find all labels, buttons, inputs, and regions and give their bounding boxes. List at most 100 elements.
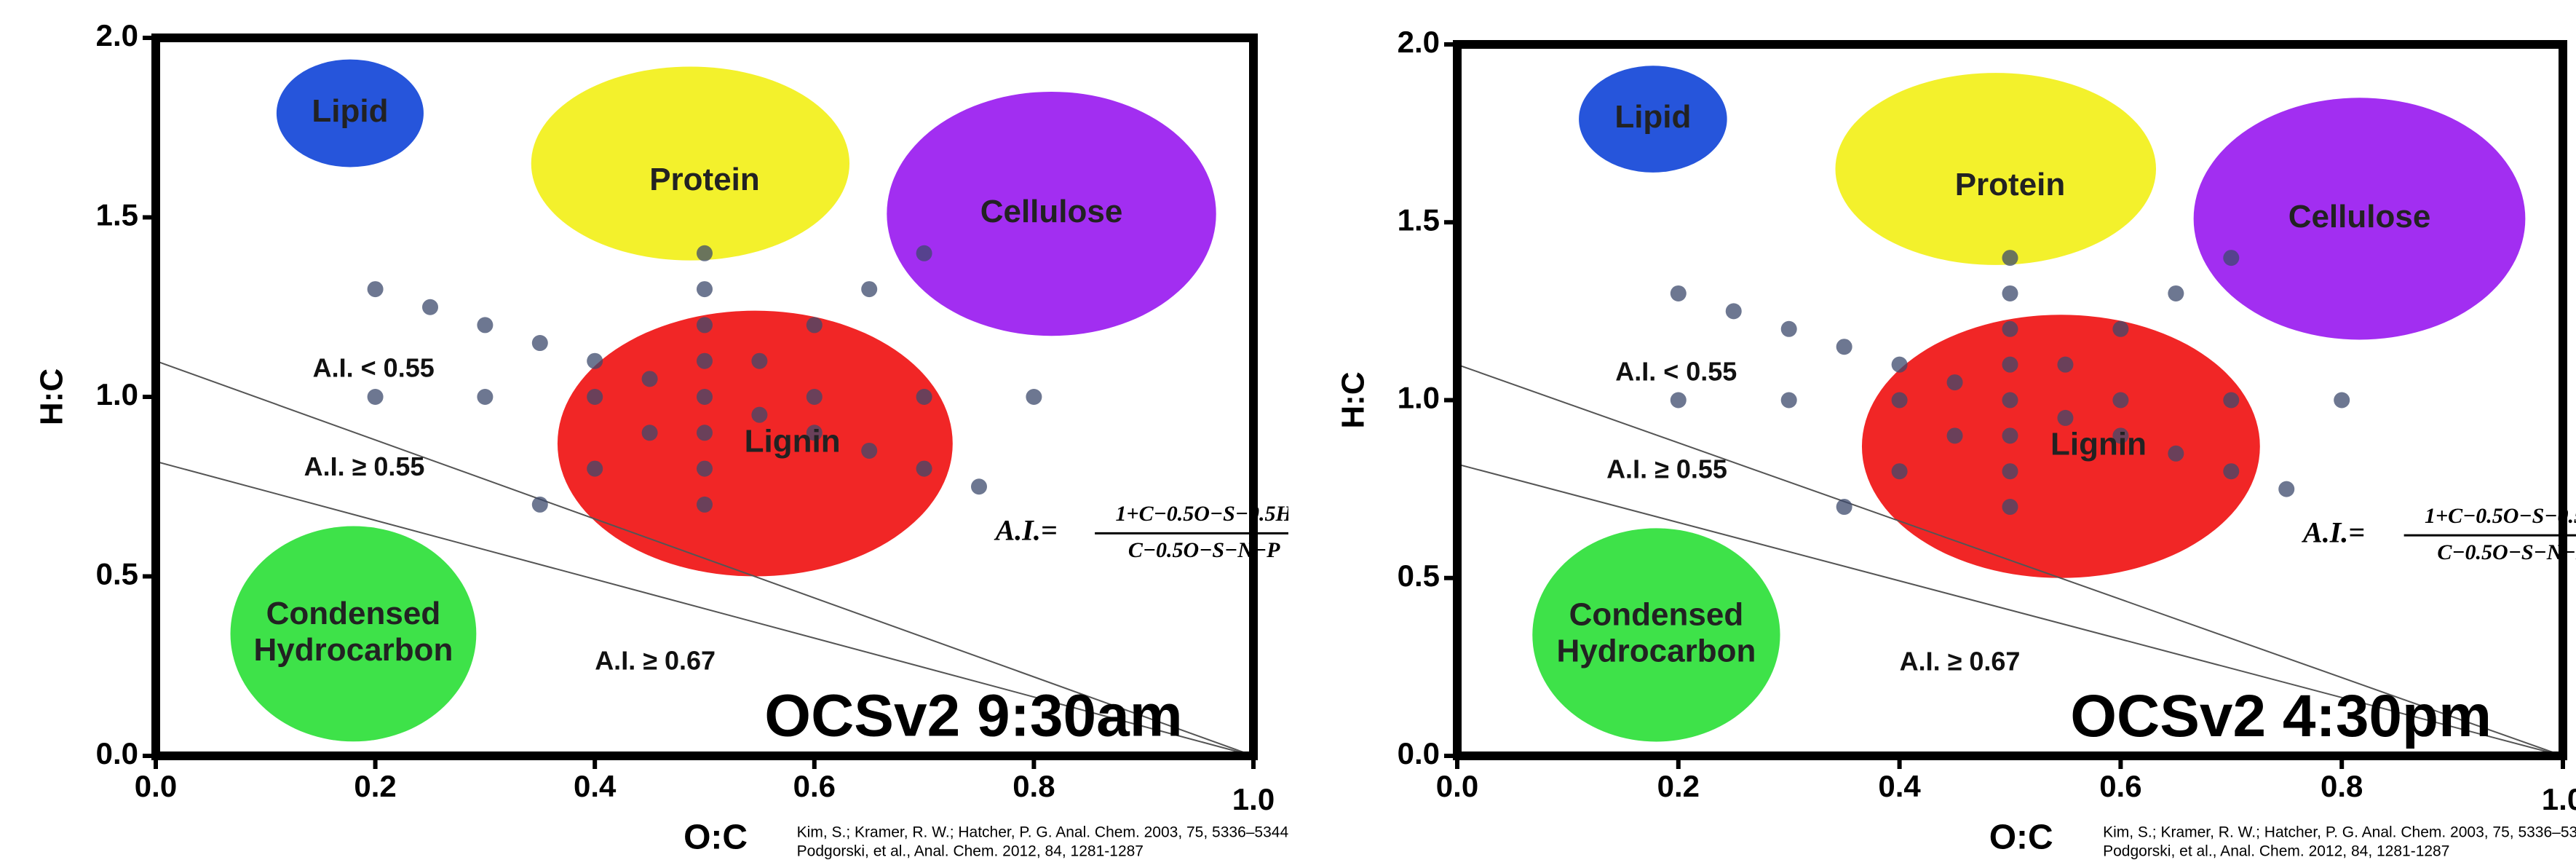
data-point bbox=[697, 245, 713, 261]
data-point bbox=[1836, 339, 1852, 355]
data-point bbox=[697, 497, 713, 513]
data-point bbox=[861, 443, 877, 459]
annotation: A.I. ≥ 0.55 bbox=[304, 451, 425, 481]
data-point bbox=[2002, 285, 2018, 301]
y-tick-label: 2.0 bbox=[1398, 25, 1440, 59]
y-axis-label: H:C bbox=[1336, 371, 1371, 428]
data-point bbox=[1781, 321, 1797, 337]
data-point bbox=[1726, 303, 1742, 319]
region-label: Lignin bbox=[2050, 427, 2147, 462]
data-point bbox=[1892, 463, 1908, 479]
region-label: Lipid bbox=[1614, 99, 1691, 135]
region-label: Condensed bbox=[266, 596, 441, 631]
data-point bbox=[916, 389, 932, 405]
page: LipidProteinCelluloseLigninCondensedHydr… bbox=[0, 0, 2576, 860]
data-point bbox=[587, 461, 603, 477]
data-point bbox=[368, 389, 384, 405]
y-axis-label: H:C bbox=[34, 368, 70, 425]
data-point bbox=[697, 317, 713, 333]
chart-title: OCSv2 4:30pm bbox=[2070, 683, 2492, 749]
data-point bbox=[642, 425, 658, 441]
data-point bbox=[368, 281, 384, 297]
data-point bbox=[532, 335, 548, 351]
chart: Lipid Protein Cellulose Lignin CondensedHydr… bbox=[1288, 0, 2576, 860]
data-point bbox=[2002, 357, 2018, 373]
data-point bbox=[642, 371, 658, 387]
region-label: Cellulose bbox=[980, 194, 1123, 229]
data-point bbox=[971, 478, 987, 494]
data-point bbox=[587, 353, 603, 369]
region-label: Lipid bbox=[312, 93, 388, 129]
data-point bbox=[2002, 321, 2018, 337]
data-point bbox=[751, 407, 767, 423]
data-point bbox=[861, 281, 877, 297]
data-point bbox=[2002, 250, 2018, 266]
annotation: A.I. ≥ 0.67 bbox=[1900, 647, 2021, 676]
data-point bbox=[751, 353, 767, 369]
data-point bbox=[2002, 392, 2018, 409]
data-point bbox=[697, 389, 713, 405]
x-tick-label: 0.2 bbox=[1657, 769, 1700, 803]
data-point bbox=[2002, 463, 2018, 479]
region-label: Protein bbox=[649, 162, 760, 197]
data-point bbox=[1836, 499, 1852, 515]
data-point bbox=[2223, 463, 2239, 479]
data-point bbox=[697, 353, 713, 369]
data-point bbox=[1892, 392, 1908, 409]
formula-lhs: A.I.= bbox=[994, 514, 1058, 547]
region-label: Protein bbox=[1955, 167, 2066, 202]
data-point bbox=[1947, 374, 1963, 390]
data-point bbox=[697, 281, 713, 297]
annotation: A.I. ≥ 0.67 bbox=[595, 645, 716, 675]
formula-lhs: A.I.= bbox=[2301, 516, 2365, 548]
data-point bbox=[422, 299, 438, 315]
x-tick-label: 0.0 bbox=[1436, 769, 1478, 803]
data-point bbox=[1947, 427, 1963, 443]
data-point bbox=[2057, 410, 2073, 426]
data-point bbox=[477, 317, 493, 333]
data-point bbox=[2278, 481, 2294, 497]
data-point bbox=[1671, 392, 1687, 409]
formula-numerator: 1+C−0.5O−S−0.5H bbox=[2425, 504, 2576, 528]
data-point bbox=[807, 389, 823, 405]
data-point bbox=[2057, 357, 2073, 373]
x-tick-label: 0.6 bbox=[2099, 769, 2141, 803]
region-label: Hydrocarbon bbox=[254, 632, 453, 668]
data-point bbox=[1671, 285, 1687, 301]
data-point bbox=[2002, 427, 2018, 443]
data-point bbox=[1892, 357, 1908, 373]
data-point bbox=[697, 425, 713, 441]
x-tick-label: 1.0 bbox=[2542, 782, 2576, 816]
x-tick-label: 0.8 bbox=[2321, 769, 2363, 803]
x-tick-label: 0.6 bbox=[793, 769, 836, 803]
x-tick-label: 0.8 bbox=[1012, 769, 1055, 803]
data-point bbox=[1026, 389, 1042, 405]
region-label: Hydrocarbon bbox=[1557, 634, 1756, 669]
region-label: Lignin bbox=[745, 424, 841, 459]
annotation: A.I. < 0.55 bbox=[313, 353, 435, 383]
data-point bbox=[2168, 446, 2184, 462]
data-point bbox=[2168, 285, 2184, 301]
data-point bbox=[2112, 392, 2128, 409]
annotation: A.I. < 0.55 bbox=[1615, 356, 1737, 386]
formula-denominator: C−0.5O−S−N−P bbox=[2437, 540, 2576, 564]
citation: Podgorski, et al., Anal. Chem. 2012, 84,… bbox=[797, 843, 1144, 860]
x-tick-label: 0.0 bbox=[135, 769, 177, 803]
formula-numerator: 1+C−0.5O−S−0.5H bbox=[1115, 502, 1288, 526]
region-label: Cellulose bbox=[2288, 199, 2431, 234]
x-axis-label: O:C bbox=[683, 818, 748, 857]
y-tick-label: 0.0 bbox=[1398, 736, 1440, 770]
x-tick-label: 0.4 bbox=[1878, 769, 1921, 803]
data-point bbox=[807, 317, 823, 333]
x-axis-label: O:C bbox=[1989, 818, 2053, 857]
citation: Kim, S.; Kramer, R. W.; Hatcher, P. G. A… bbox=[797, 824, 1288, 841]
data-point bbox=[697, 461, 713, 477]
data-point bbox=[916, 245, 932, 261]
data-point bbox=[916, 461, 932, 477]
y-tick-label: 0.0 bbox=[96, 736, 138, 770]
data-point bbox=[2334, 392, 2350, 409]
region-label: Condensed bbox=[1569, 597, 1744, 633]
y-tick-label: 1.0 bbox=[1398, 381, 1440, 415]
citation: Kim, S.; Kramer, R. W.; Hatcher, P. G. A… bbox=[2103, 824, 2576, 841]
citation: Podgorski, et al., Anal. Chem. 2012, 84,… bbox=[2103, 843, 2449, 860]
